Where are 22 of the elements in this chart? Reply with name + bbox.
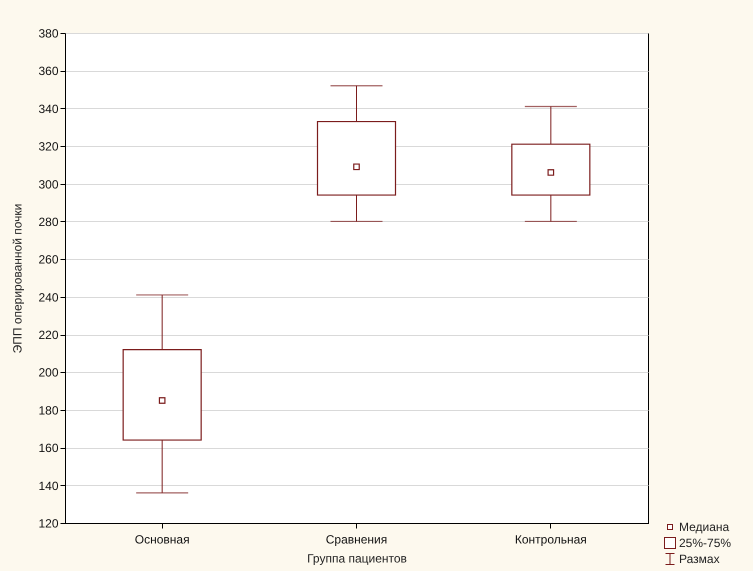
y-tick-label: 120 <box>38 516 59 530</box>
y-tick-label: 260 <box>38 252 59 267</box>
x-axis-title: Группа пациентов <box>307 552 407 566</box>
text: 25%-75% <box>679 535 732 551</box>
y-tick-label: 360 <box>38 64 59 78</box>
y-tick-label: 340 <box>38 102 59 116</box>
x-tick-label: Контрольная <box>514 532 587 546</box>
y-tick-label: 140 <box>38 478 59 493</box>
text: Размах <box>679 551 720 567</box>
y-tick-label: 380 <box>38 26 59 40</box>
y-tick-label: 200 <box>38 366 59 380</box>
text: Медиана <box>679 519 730 535</box>
y-tick-label: 180 <box>38 403 59 418</box>
y-tick-label: 280 <box>38 214 59 229</box>
y-axis-title: ЭПП оперированной почки <box>10 204 24 354</box>
y-tick-label: 320 <box>38 140 59 154</box>
y-tick-label: 220 <box>38 328 59 342</box>
x-tick-label: Сравнения <box>326 532 388 546</box>
y-tick-label: 300 <box>38 177 59 192</box>
y-tick-label: 240 <box>38 290 59 304</box>
y-tick-label: 160 <box>38 441 59 456</box>
x-tick-label: Основная <box>134 532 190 546</box>
